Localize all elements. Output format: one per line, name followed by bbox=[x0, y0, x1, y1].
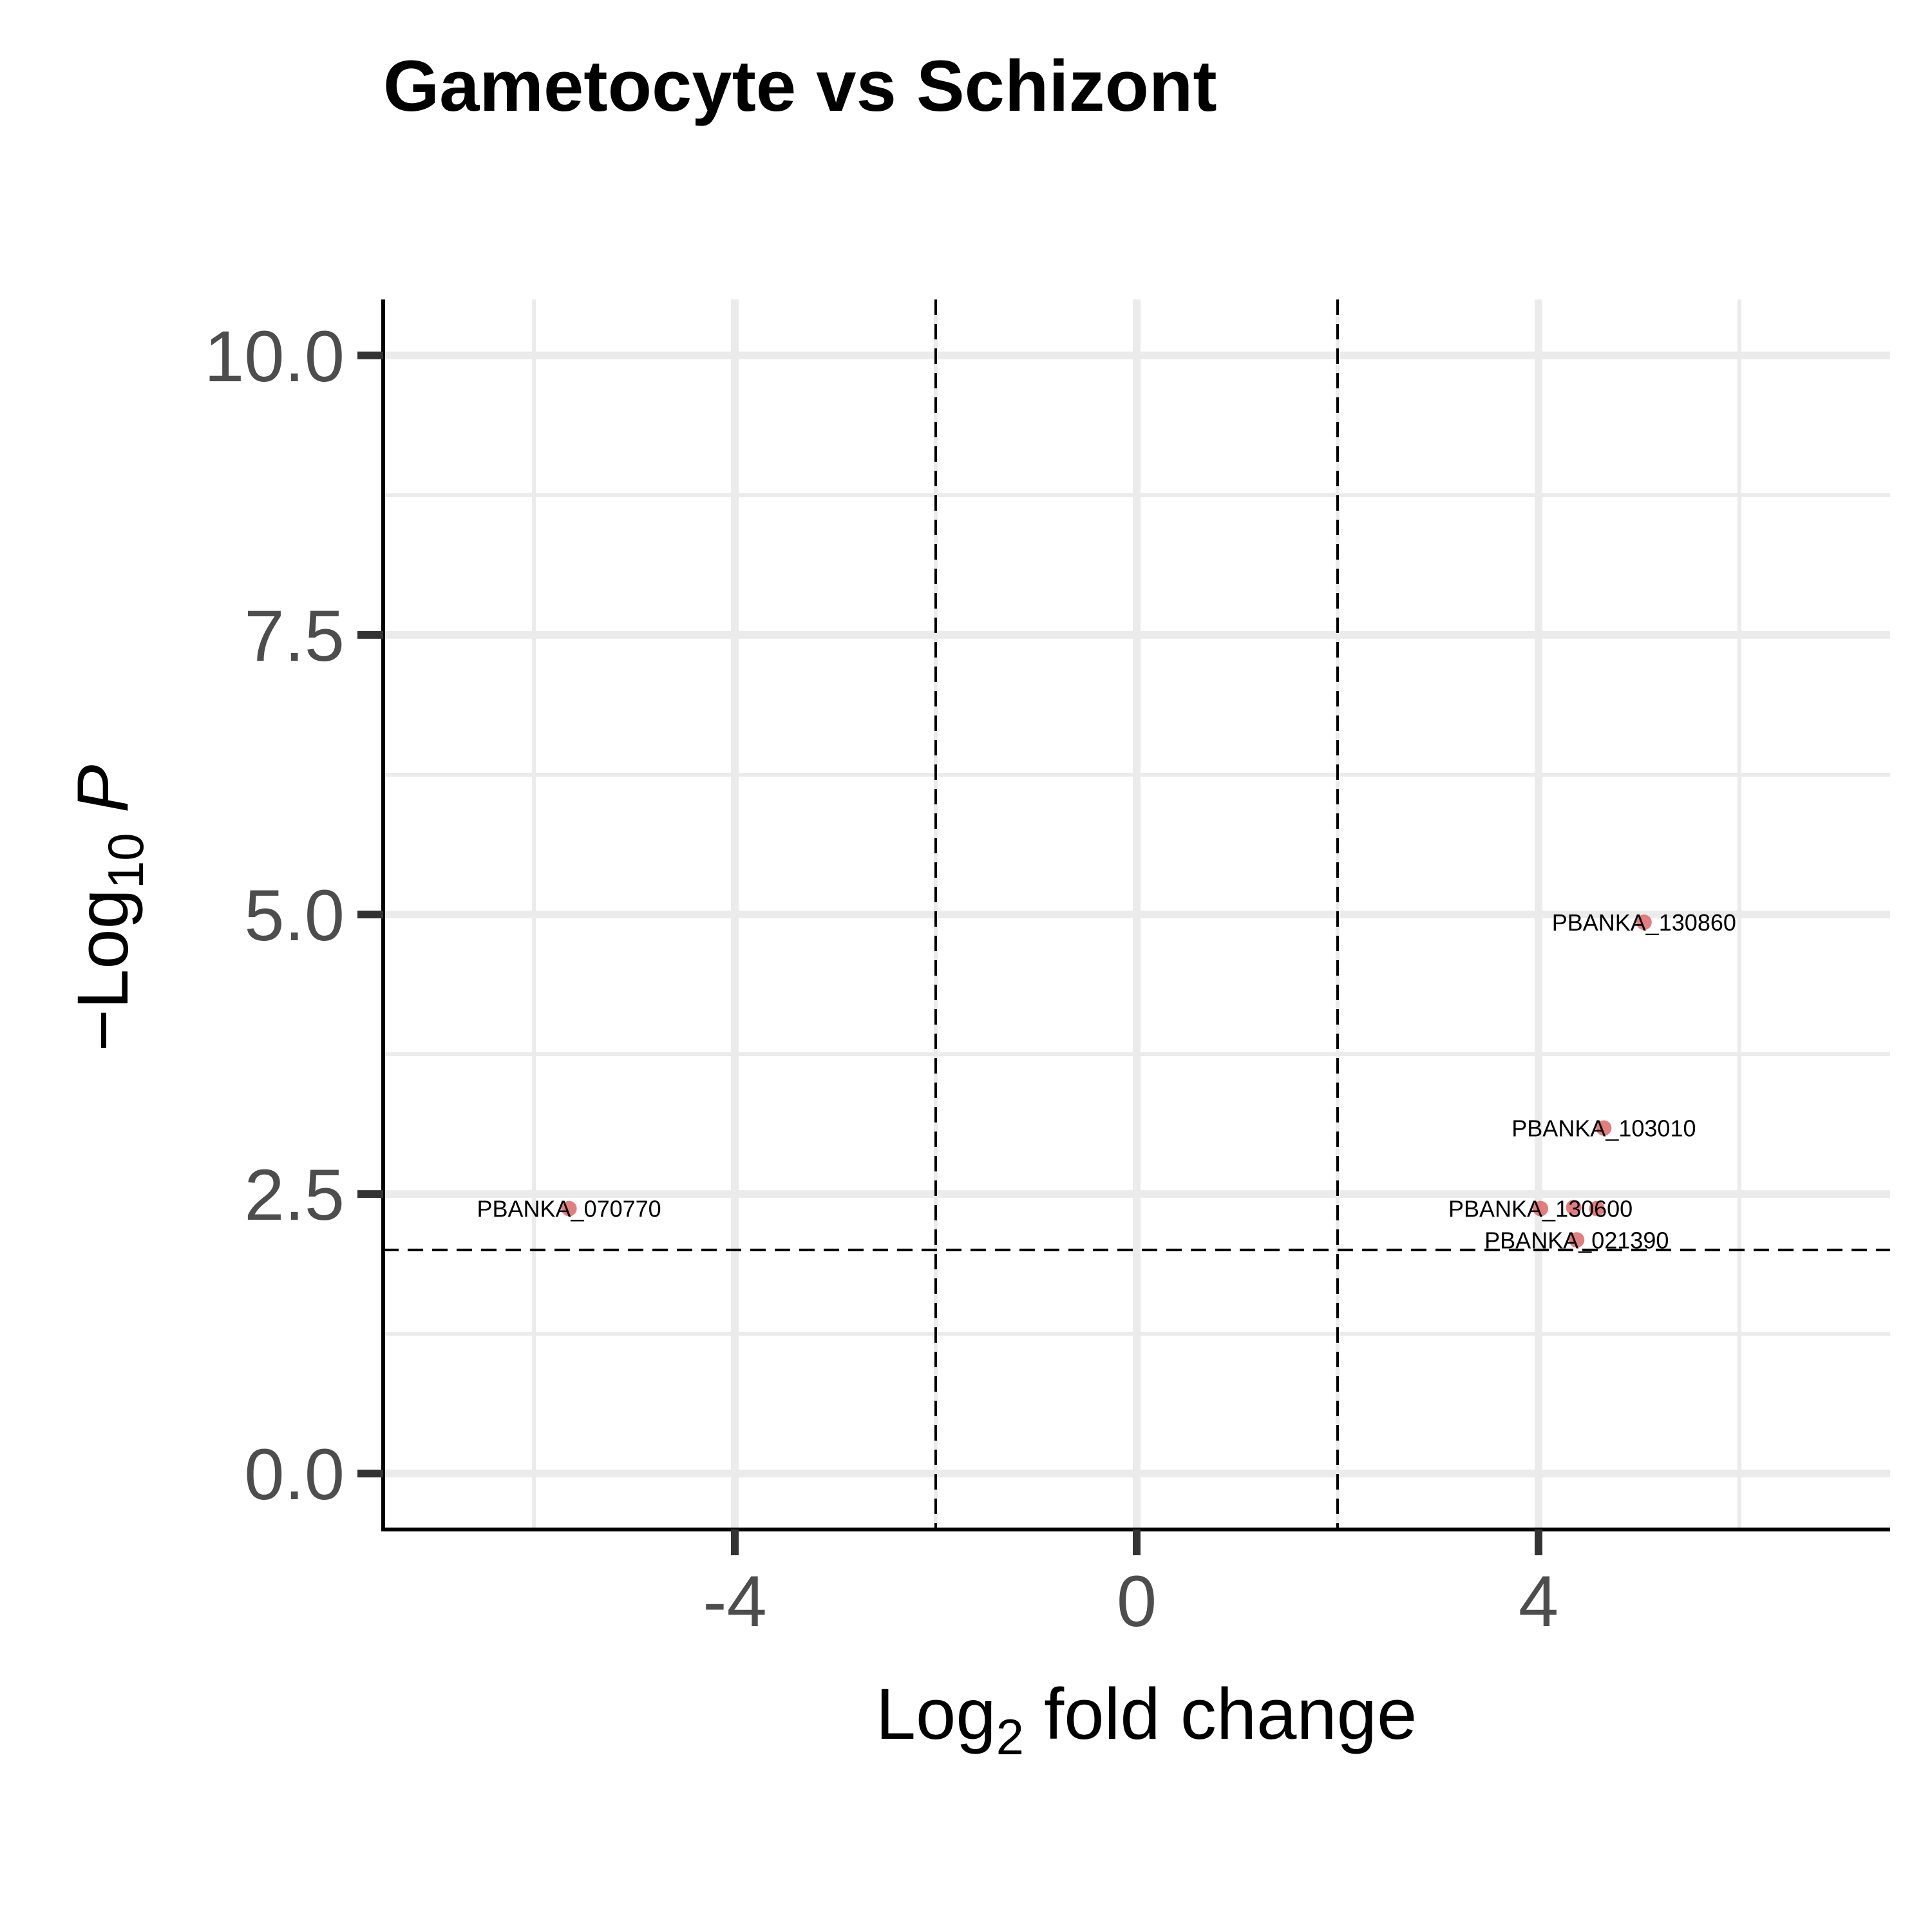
point-label: PBANKA_130600 bbox=[1448, 1196, 1633, 1222]
y-axis-label-prefix: −Log bbox=[62, 889, 143, 1051]
x-tick-label: -4 bbox=[703, 1561, 767, 1642]
chart-title: Gametocyte vs Schizont bbox=[383, 46, 1217, 126]
y-axis-label-spacer bbox=[62, 813, 143, 833]
data-point bbox=[1566, 1199, 1582, 1215]
x-axis-label-subscript: 2 bbox=[996, 1709, 1024, 1765]
point-label: PBANKA_021390 bbox=[1484, 1227, 1669, 1253]
data-point bbox=[1596, 1120, 1612, 1136]
y-tick-label: 2.5 bbox=[244, 1155, 345, 1235]
data-point bbox=[561, 1200, 577, 1217]
data-point bbox=[1636, 914, 1652, 931]
threshold-lines bbox=[383, 299, 1890, 1530]
x-axis-label: Log2 fold change bbox=[876, 1674, 1417, 1765]
y-tick-label: 7.5 bbox=[244, 596, 345, 676]
x-tick-label: 4 bbox=[1519, 1561, 1558, 1642]
grid-lines bbox=[383, 299, 1890, 1530]
x-axis-label-rest: fold change bbox=[1024, 1674, 1417, 1754]
data-point bbox=[1569, 1232, 1585, 1248]
point-label: PBANKA_103010 bbox=[1511, 1115, 1696, 1142]
y-tick-label: 10.0 bbox=[204, 316, 345, 397]
point-label: PBANKA_070770 bbox=[477, 1196, 661, 1222]
data-point bbox=[1589, 1200, 1605, 1217]
data-points bbox=[561, 914, 1652, 1248]
x-tick-label: 0 bbox=[1117, 1561, 1157, 1642]
y-axis-label: −Log10 P bbox=[62, 765, 154, 1052]
x-axis-label-main: Log bbox=[876, 1674, 996, 1754]
y-axis-label-variable: P bbox=[62, 765, 143, 813]
point-labels: PBANKA_130860 PBANKA_103010 PBANKA_130600 P… bbox=[477, 909, 1736, 1253]
point-label: PBANKA_130860 bbox=[1552, 909, 1736, 936]
y-axis-label-subscript: 10 bbox=[97, 833, 154, 889]
y-tick-label: 0.0 bbox=[244, 1434, 345, 1515]
data-point bbox=[1533, 1200, 1549, 1217]
y-tick-label: 5.0 bbox=[244, 875, 345, 956]
tick-marks: -4 0 4 0.0 2.5 5.0 7.5 10.0 bbox=[204, 316, 1558, 1642]
